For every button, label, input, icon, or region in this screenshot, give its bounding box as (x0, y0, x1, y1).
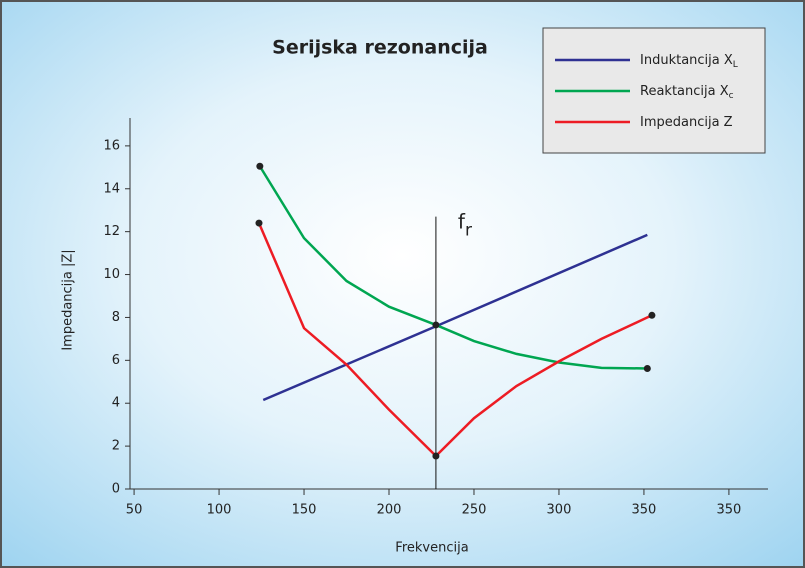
x-tick-label: 350 (716, 503, 741, 518)
y-tick-label: 8 (112, 310, 120, 325)
series-line (258, 165, 648, 370)
y-tick-label: 0 (112, 482, 120, 497)
x-tick-label: 150 (292, 503, 317, 518)
legend-name: Reaktancija X (640, 84, 729, 99)
series-dot (648, 311, 656, 319)
legend-sub: c (729, 91, 734, 101)
series-dot (432, 452, 440, 460)
annotation-main: f (458, 209, 466, 233)
y-axis-label: Impedancija |Z| (61, 249, 76, 350)
x-axis-label: Frekvencija (395, 541, 468, 556)
legend-label: Induktancija XL (640, 53, 738, 70)
y-tick-label: 6 (112, 353, 120, 368)
y-tick-label: 4 (112, 396, 120, 411)
y-tick-label: 12 (103, 224, 120, 239)
x-tick-label: 300 (547, 503, 572, 518)
x-tick-label: 100 (207, 503, 232, 518)
y-tick-label: 14 (103, 181, 120, 196)
x-tick-label: 50 (126, 503, 143, 518)
legend-label: Impedancija Z (640, 115, 733, 130)
series-dot (256, 162, 264, 170)
annotation-label: fr (458, 209, 472, 241)
x-tick-label: 350 (632, 503, 657, 518)
x-tick-label: 250 (462, 503, 487, 518)
legend-name: Induktancija X (640, 53, 733, 68)
y-tick-label: 16 (103, 138, 120, 153)
series-dot (255, 219, 263, 227)
legend-name: Impedancija Z (640, 115, 733, 130)
chart-title: Serijska rezonancija (272, 37, 488, 59)
x-tick-label: 200 (377, 503, 402, 518)
annotation-sub: r (465, 221, 472, 241)
y-tick-label: 10 (103, 267, 120, 282)
series-line (257, 222, 653, 458)
series-dot (432, 321, 440, 329)
legend-label: Reaktancija Xc (640, 84, 734, 101)
series-dot (643, 364, 651, 372)
legend-sub: L (733, 60, 738, 70)
y-tick-label: 2 (112, 439, 120, 454)
